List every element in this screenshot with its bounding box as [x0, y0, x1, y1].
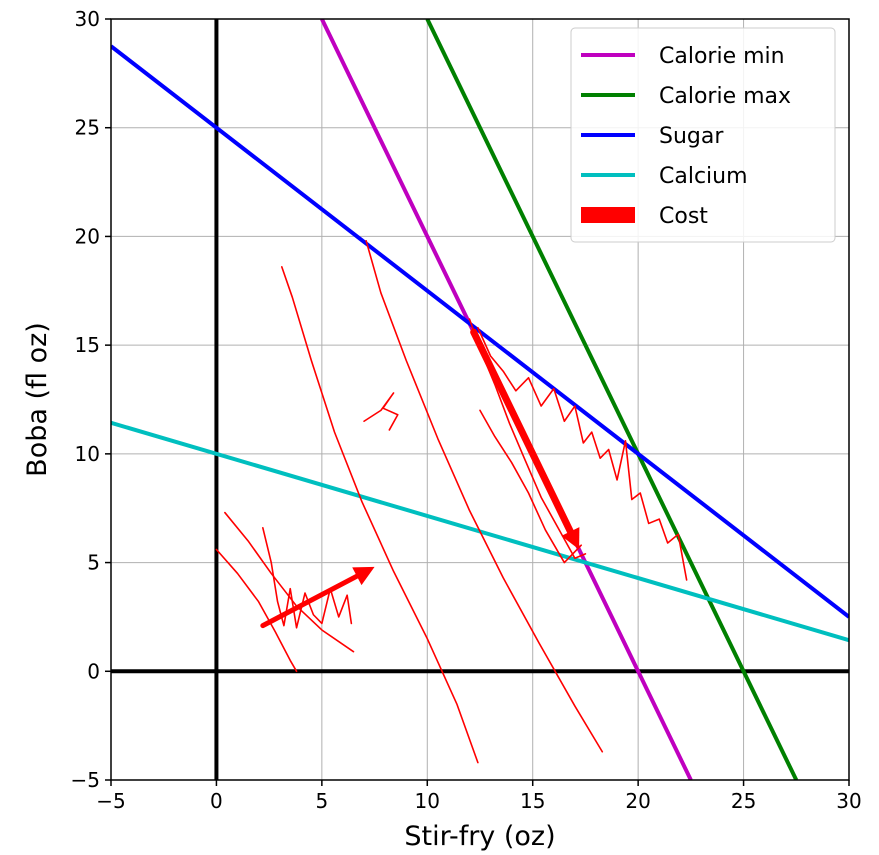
- annotation-arrow-shaft: [260, 573, 360, 629]
- y-tick-label: 30: [75, 7, 100, 31]
- y-tick-label: 15: [75, 333, 100, 357]
- y-tick-label: 25: [75, 116, 100, 140]
- annotation-stroke: [363, 392, 399, 431]
- x-tick-label: 30: [836, 789, 861, 813]
- cost-annotations: [215, 239, 688, 764]
- annotation-stroke: [479, 409, 583, 564]
- y-tick-label: 0: [87, 659, 100, 683]
- legend-label: Cost: [659, 204, 708, 229]
- legend: Calorie min Calorie max Sugar Calcium Cost: [570, 27, 836, 243]
- x-tick-label: 20: [625, 789, 650, 813]
- annotation-stroke: [224, 511, 355, 653]
- x-axis-label: Stir-fry (oz): [404, 821, 555, 852]
- annotation-arrow-shaft: [470, 328, 574, 536]
- x-tick-label: −5: [96, 789, 125, 813]
- x-tick-label: 5: [315, 789, 328, 813]
- x-tick-label: 10: [415, 789, 440, 813]
- x-tick-label: 0: [210, 789, 223, 813]
- annotation-stroke: [280, 266, 479, 764]
- y-tick-label: −5: [71, 768, 100, 792]
- legend-label: Calorie min: [659, 44, 785, 69]
- y-tick-label: 5: [87, 551, 100, 575]
- series-line-calorie-max: [425, 19, 799, 780]
- annotation-arrow-head: [352, 566, 375, 586]
- legend-box: [570, 27, 836, 243]
- annotation-stroke: [262, 526, 353, 629]
- legend-label: Sugar: [659, 124, 724, 149]
- annotation-arrow-head: [561, 527, 580, 550]
- legend-label: Calcium: [659, 164, 748, 189]
- x-tick-label: 25: [731, 789, 756, 813]
- y-tick-label: 20: [75, 224, 100, 248]
- ticks: −5 0 5 10 15 20 25 30 −5 0 5 10 15 20 25 30: [71, 7, 862, 813]
- x-tick-label: 15: [520, 789, 545, 813]
- y-axis-label: Boba (fl oz): [22, 322, 53, 477]
- annotation-stroke: [215, 548, 298, 673]
- annotation-stroke: [477, 326, 688, 581]
- legend-swatch: [581, 207, 635, 223]
- annotation-stroke: [365, 239, 604, 753]
- zero-axes: [111, 19, 849, 780]
- y-tick-label: 10: [75, 442, 100, 466]
- plot-frame: [110, 18, 850, 781]
- legend-label: Calorie max: [659, 84, 791, 109]
